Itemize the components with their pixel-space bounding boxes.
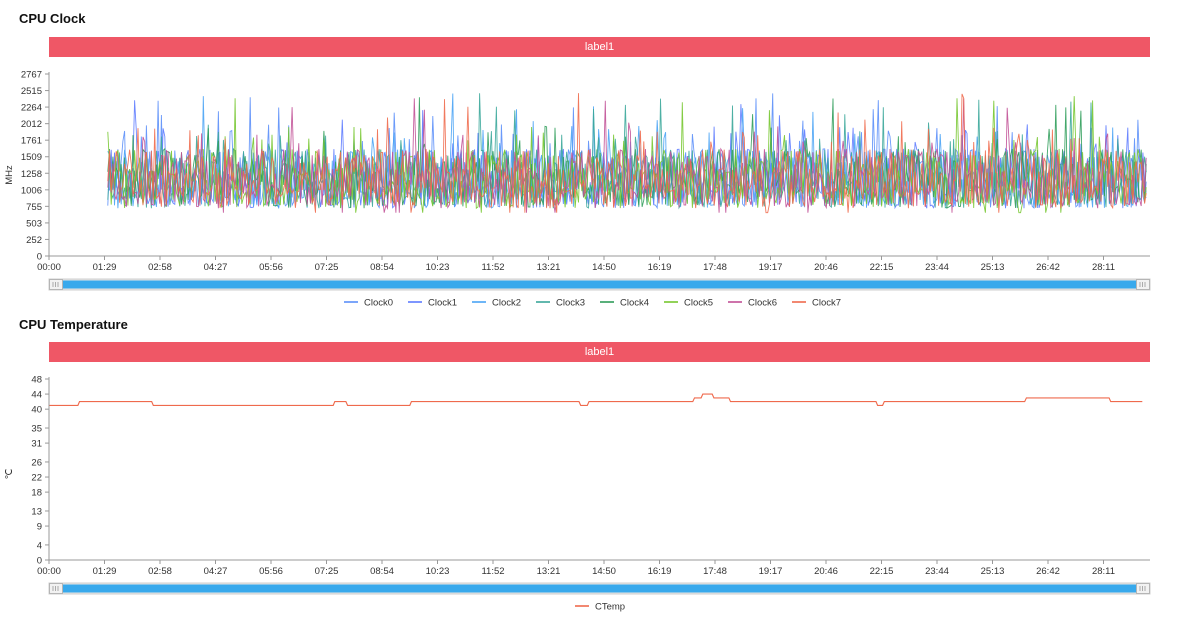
y-tick-label: 48 — [31, 375, 42, 386]
x-tick-label: 05:56 — [259, 262, 283, 273]
y-tick-label: 2264 — [21, 103, 42, 114]
zoom-right-handle[interactable] — [1136, 583, 1150, 594]
y-tick-label: 2515 — [21, 86, 42, 97]
legend-item-clock4[interactable]: Clock4 — [620, 298, 649, 309]
x-tick-label: 10:23 — [426, 262, 450, 273]
legend-item-clock2[interactable]: Clock2 — [492, 298, 521, 309]
y-tick-label: 35 — [31, 424, 42, 435]
x-tick-label: 00:00 — [37, 262, 61, 273]
zoom-selected-range[interactable] — [63, 584, 1136, 593]
y-axis-label: ℃ — [4, 468, 15, 479]
x-tick-label: 16:19 — [648, 566, 672, 577]
y-tick-label: 31 — [31, 439, 42, 450]
x-tick-label: 20:46 — [814, 566, 838, 577]
x-tick-label: 19:17 — [759, 566, 783, 577]
y-tick-label: 2012 — [21, 119, 42, 130]
y-tick-label: 1509 — [21, 152, 42, 163]
zoom-left-handle[interactable] — [49, 279, 63, 290]
x-tick-label: 07:25 — [315, 566, 339, 577]
x-tick-label: 08:54 — [370, 262, 394, 273]
cpu-clock-banner: label1 — [49, 37, 1150, 57]
cpu-temperature-title: CPU Temperature — [19, 317, 128, 332]
legend-item-clock1[interactable]: Clock1 — [428, 298, 457, 309]
y-tick-label: 22 — [31, 473, 42, 484]
cpu-clock-series-group — [107, 93, 1147, 214]
y-tick-label: 4 — [37, 540, 42, 551]
series-line-clock6 — [107, 98, 1147, 213]
x-tick-label: 25:13 — [981, 262, 1005, 273]
x-tick-label: 28:11 — [1092, 566, 1115, 577]
zoom-left-handle[interactable] — [49, 583, 63, 594]
x-tick-label: 04:27 — [204, 566, 228, 577]
y-tick-label: 755 — [26, 202, 42, 213]
x-tick-label: 10:23 — [426, 566, 450, 577]
x-tick-label: 20:46 — [814, 262, 838, 273]
y-tick-label: 9 — [37, 522, 42, 533]
y-tick-label: 1258 — [21, 169, 42, 180]
y-axis-label: MHz — [4, 165, 15, 185]
x-tick-label: 13:21 — [537, 262, 561, 273]
y-tick-label: 26 — [31, 457, 42, 468]
x-tick-label: 19:17 — [759, 262, 783, 273]
x-tick-label: 14:50 — [592, 566, 616, 577]
legend-item-clock6[interactable]: Clock6 — [748, 298, 777, 309]
series-line-ctemp — [49, 393, 1143, 406]
x-tick-label: 00:00 — [37, 566, 61, 577]
cpu-clock-title: CPU Clock — [19, 11, 86, 26]
zoom-right-handle[interactable] — [1136, 279, 1150, 290]
x-tick-label: 26:42 — [1036, 262, 1060, 273]
x-tick-label: 04:27 — [204, 262, 228, 273]
x-tick-label: 11:52 — [481, 566, 504, 577]
x-tick-label: 23:44 — [925, 262, 949, 273]
x-tick-label: 01:29 — [93, 262, 117, 273]
legend-item-ctemp[interactable]: CTemp — [595, 602, 625, 613]
x-tick-label: 22:15 — [870, 262, 894, 273]
series-line-clock7 — [107, 93, 1147, 214]
y-tick-label: 44 — [31, 390, 42, 401]
x-tick-label: 08:54 — [370, 566, 394, 577]
y-tick-label: 503 — [26, 218, 42, 229]
y-tick-label: 40 — [31, 405, 42, 416]
y-tick-label: 18 — [31, 488, 42, 499]
x-tick-label: 16:19 — [648, 262, 672, 273]
x-tick-label: 07:25 — [315, 262, 339, 273]
x-tick-label: 13:21 — [537, 566, 561, 577]
x-tick-label: 23:44 — [925, 566, 949, 577]
y-tick-label: 0 — [37, 556, 42, 567]
zoom-selected-range[interactable] — [63, 280, 1136, 289]
cpu-temperature-zoom-slider — [48, 582, 1151, 595]
x-tick-label: 26:42 — [1036, 566, 1060, 577]
y-tick-label: 1006 — [21, 185, 42, 196]
x-tick-label: 25:13 — [981, 566, 1005, 577]
legend-item-clock3[interactable]: Clock3 — [556, 298, 585, 309]
x-tick-label: 01:29 — [93, 566, 117, 577]
cpu-temperature-banner: label1 — [49, 342, 1150, 362]
cpu-temperature-series-group — [49, 393, 1143, 406]
legend-item-clock7[interactable]: Clock7 — [812, 298, 841, 309]
y-tick-label: 0 — [37, 252, 42, 263]
x-tick-label: 11:52 — [481, 262, 504, 273]
x-tick-label: 02:58 — [148, 566, 172, 577]
x-tick-label: 28:11 — [1092, 262, 1115, 273]
x-tick-label: 14:50 — [592, 262, 616, 273]
cpu-clock-zoom-slider — [48, 278, 1151, 291]
cpu-temperature-legend: CTemp — [575, 602, 625, 613]
y-tick-label: 2767 — [21, 70, 42, 81]
y-tick-label: 1761 — [21, 136, 42, 147]
legend-item-clock5[interactable]: Clock5 — [684, 298, 713, 309]
legend-item-clock0[interactable]: Clock0 — [364, 298, 393, 309]
y-tick-label: 252 — [26, 235, 42, 246]
x-tick-label: 17:48 — [703, 566, 727, 577]
y-tick-label: 13 — [31, 506, 42, 517]
cpu-clock-chart: 0 252 503 755 1006 1258 1509 1761 2012 2264 2515 27… — [4, 70, 1151, 309]
x-tick-label: 05:56 — [259, 566, 283, 577]
cpu-clock-legend: Clock0 Clock1 Clock2 Clock3 Clock4 Clock5 Cloc… — [344, 298, 841, 309]
x-tick-label: 02:58 — [148, 262, 172, 273]
x-tick-label: 22:15 — [870, 566, 894, 577]
x-tick-label: 17:48 — [703, 262, 727, 273]
